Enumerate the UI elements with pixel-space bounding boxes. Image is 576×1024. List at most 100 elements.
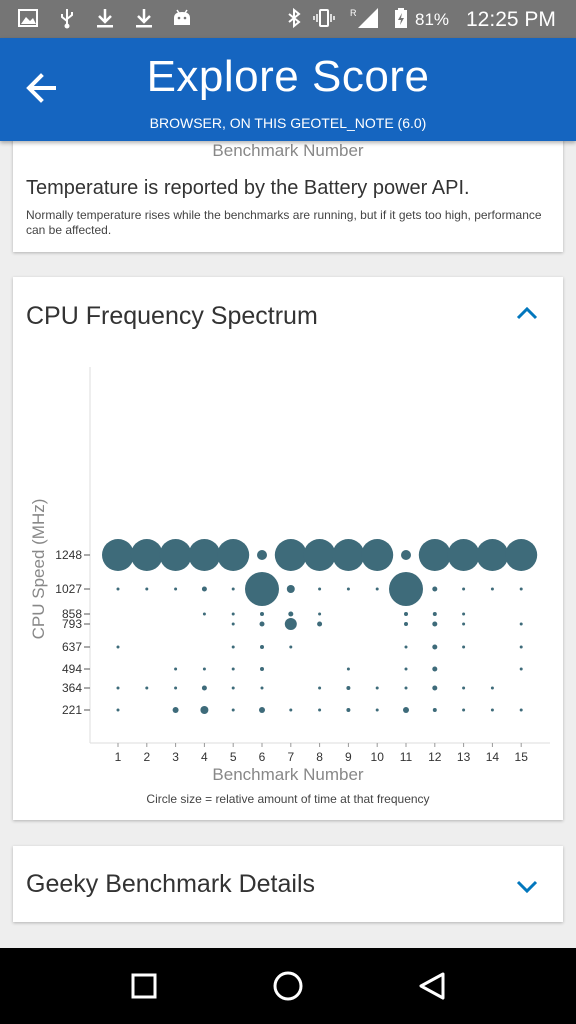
frequency-bubble (102, 539, 134, 571)
frequency-bubble (318, 686, 322, 690)
x-tick-label: 13 (457, 750, 471, 764)
x-tick-label: 14 (486, 750, 500, 764)
x-tick-label: 3 (172, 750, 179, 764)
frequency-bubble (231, 587, 235, 591)
usb-icon (61, 9, 73, 29)
frequency-bubble (375, 686, 379, 690)
temperature-note: Normally temperature rises while the ben… (26, 208, 542, 237)
download-icon (97, 9, 113, 28)
frequency-bubble (174, 686, 178, 690)
frequency-bubble (375, 587, 379, 591)
frequency-bubble (462, 686, 466, 690)
y-tick-label: 1248 (55, 548, 82, 562)
frequency-bubble (260, 612, 264, 616)
frequency-bubble (462, 622, 466, 626)
geeky-card-title: Geeky Benchmark Details (26, 870, 316, 898)
frequency-bubble (432, 708, 437, 712)
frequency-bubble (201, 685, 207, 691)
frequency-bubble (404, 667, 408, 671)
y-tick-label: 494 (62, 662, 82, 676)
frequency-bubble (505, 539, 538, 571)
temperature-card: Benchmark Number Temperature is reported… (13, 132, 563, 252)
x-tick-label: 6 (259, 750, 266, 764)
frequency-bubble (259, 707, 265, 713)
frequency-bubble (519, 708, 523, 712)
frequency-bubble (318, 612, 322, 616)
frequency-bubble (260, 667, 264, 671)
frequency-bubble (418, 539, 451, 571)
android-icon (174, 9, 190, 25)
frequency-bubble (174, 587, 178, 591)
chart-x-axis-label: Benchmark Number (212, 765, 364, 784)
app-bar: Explore Score BROWSER, ON THIS GEOTEL_NO… (0, 38, 576, 141)
frequency-bubble (202, 667, 206, 671)
home-circle-icon[interactable] (268, 966, 308, 1006)
frequency-bubble (490, 587, 494, 591)
recents-square-icon[interactable] (124, 966, 164, 1006)
frequency-bubble (289, 708, 293, 712)
temperature-heading: Temperature is reported by the Battery p… (26, 177, 470, 199)
frequency-bubble (403, 707, 409, 713)
frequency-bubble (346, 686, 351, 690)
frequency-bubble (116, 645, 120, 649)
frequency-bubble (375, 708, 379, 712)
navigation-bar (0, 948, 576, 1024)
frequency-bubble (346, 667, 350, 671)
frequency-bubble (303, 539, 336, 571)
frequency-bubble (490, 708, 494, 712)
frequency-bubble (200, 706, 209, 714)
frequency-bubble (172, 707, 179, 713)
frequency-bubble (490, 686, 494, 690)
page-title: Explore Score (146, 52, 430, 101)
status-bar: R 81% 12:25 PM (0, 0, 576, 38)
frequency-bubble (346, 587, 350, 591)
frequency-bubble (231, 686, 235, 690)
cpu-frequency-card: CPU Frequency Spectrum 221 364 494 637 793 85… (13, 277, 563, 820)
frequency-bubble (432, 586, 438, 592)
frequency-bubble (231, 622, 235, 626)
back-triangle-icon[interactable] (412, 966, 452, 1006)
temperature-chart-xlabel: Benchmark Number (212, 141, 364, 160)
frequency-bubble (130, 539, 163, 571)
clock: 12:25 PM (466, 8, 556, 31)
frequency-bubble (274, 539, 307, 571)
frequency-bubble (404, 612, 408, 616)
frequency-bubble (432, 621, 438, 627)
frequency-bubble (288, 611, 294, 617)
frequency-bubble (462, 612, 466, 616)
page-subtitle: BROWSER, ON THIS GEOTEL_NOTE (6.0) (149, 115, 427, 131)
frequency-bubble (116, 587, 120, 591)
frequency-bubble (519, 645, 523, 649)
chevron-down-icon[interactable] (513, 872, 541, 900)
frequency-bubble (257, 550, 267, 560)
back-arrow-icon[interactable] (22, 68, 62, 108)
frequency-bubble (201, 586, 207, 592)
frequency-bubble (174, 667, 178, 671)
frequency-bubble (432, 612, 437, 616)
vibrate-icon (313, 9, 335, 27)
frequency-bubble (404, 645, 408, 649)
frequency-bubble (389, 572, 423, 606)
svg-text:R: R (350, 8, 357, 18)
x-tick-label: 11 (400, 750, 413, 764)
frequency-bubble (404, 686, 408, 690)
frequency-bubble (231, 612, 235, 616)
x-tick-label: 12 (428, 750, 442, 764)
chevron-up-icon[interactable] (513, 299, 541, 327)
frequency-bubble (462, 587, 466, 591)
frequency-bubble (519, 587, 523, 591)
geeky-benchmark-card[interactable]: Geeky Benchmark Details (13, 846, 563, 922)
frequency-bubble (286, 585, 295, 593)
frequency-bubble (231, 645, 235, 649)
frequency-bubble (346, 708, 351, 712)
frequency-bubble (318, 708, 322, 712)
frequency-bubble (519, 622, 523, 626)
y-tick-label: 221 (62, 703, 82, 717)
frequency-bubble (159, 539, 192, 571)
frequency-bubble (231, 708, 235, 712)
frequency-bubble (462, 708, 466, 712)
frequency-bubble (432, 685, 438, 691)
frequency-bubble (318, 587, 322, 591)
chart-y-axis-label: CPU Speed (MHz) (29, 499, 48, 640)
